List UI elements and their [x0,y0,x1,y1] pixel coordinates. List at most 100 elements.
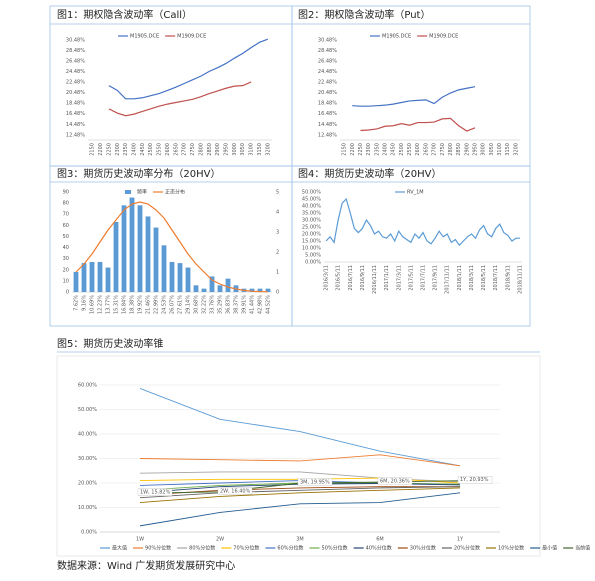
bar [121,205,127,292]
x-tick-label: 2016/11/11 [372,265,378,294]
bar [185,267,191,292]
x-tick-label: 2950 [224,143,230,156]
y2-tick-label: 0 [276,290,279,296]
x-tick-label: 21.46% [146,295,152,314]
x-tick-label: 30.68% [194,295,200,314]
series-line [108,81,252,117]
x-tick-label: 2450 [391,143,397,156]
legend-label: 50%分位数 [322,545,348,552]
legend-label: 正态分布 [165,189,185,196]
x-tick-label: 2016/7/11 [348,265,354,291]
chart-frame [56,355,541,557]
series-line [139,388,461,467]
bar [257,288,263,292]
x-tick-label: 3000 [232,143,238,156]
y-tick-label: 20.00% [302,232,321,238]
x-tick-label: 12.23% [98,295,104,314]
bar [201,288,207,292]
y-tick-label: 24.48% [66,69,85,75]
data-label: 3M, 19.95% [300,480,330,486]
x-tick-label: 3150 [505,143,511,156]
x-tick-label: 2800 [448,143,454,156]
y-tick-label: 40 [63,245,69,251]
bar [113,222,119,292]
data-label-box [457,476,493,484]
y-tick-label: 22.48% [318,80,337,86]
series-line [325,197,520,247]
x-tick-label: 41.44% [250,295,256,314]
x-tick-label: 7.62% [74,295,80,311]
y-tick-label: 5.00% [305,253,321,259]
x-tick-label: 38.37% [234,295,240,314]
x-tick-label: 44.52% [266,295,272,314]
bar [225,278,231,292]
y-tick-label: 12.48% [66,132,85,138]
y-tick-label: 0 [66,290,69,296]
y-tick-label: 50.00% [302,190,321,196]
legend-label: 20%分位数 [454,545,480,552]
y-tick-label: 70 [63,212,69,218]
legend-label: 80%分位数 [189,545,215,552]
x-tick-label: 13.77% [106,295,112,314]
y-tick-label: 50 [63,234,69,240]
x-tick-label: 2150 [90,143,96,156]
series-line [75,201,269,293]
legend-label: RV_1M [407,190,424,196]
legend-label: 最大值 [112,545,127,552]
y-tick-label: 18.48% [318,101,337,107]
y2-tick-label: 2 [276,250,279,256]
y-tick-label: 0.00% [305,260,321,266]
x-tick-label: 2018/1/11 [457,265,463,291]
bar [89,262,95,292]
x-tick-label: 2950 [473,143,479,156]
legend-label: 频率 [137,189,147,196]
bar [209,276,215,292]
x-tick-label: 2600 [165,143,171,156]
x-tick-label: 2450 [140,143,146,156]
y-tick-label: 15.00% [302,239,321,245]
x-tick-label: 2400 [132,143,138,156]
y-tick-label: 12.48% [318,132,337,138]
x-tick-label: 3100 [249,143,255,156]
x-tick-label: 2350 [123,143,129,156]
x-tick-label: 35.29% [218,295,224,314]
legend-swatch [125,190,131,194]
bar [137,205,143,292]
y-tick-label: 16.48% [318,111,337,117]
y-tick-label: 28.48% [318,48,337,54]
x-tick-label: 2018/3/11 [469,265,475,291]
x-tick-label: 1W [136,537,144,543]
x-tick-label: 42.98% [258,295,264,314]
data-label: 1Y, 20.93% [460,477,489,483]
y-tick-label: 18.48% [66,101,85,107]
data-label: 2W, 16.40% [220,488,251,494]
y-tick-label: 50.00% [78,407,97,413]
bar [193,285,199,292]
x-tick-label: 26.07% [170,295,176,314]
x-tick-label: 2800 [198,143,204,156]
legend-label: 最小值 [542,545,557,552]
legend-label: 40%分位数 [366,545,392,552]
x-tick-label: 2017/3/11 [396,265,402,291]
bar [153,227,159,292]
x-tick-label: 9.16% [82,295,88,311]
x-tick-label: 2018/11/11 [517,265,523,294]
y-tick-label: 20.48% [66,90,85,96]
x-tick-label: 10.69% [90,295,96,314]
x-tick-label: 2900 [464,143,470,156]
x-tick-label: 2350 [374,143,380,156]
x-tick-label: 2700 [182,143,188,156]
y-tick-label: 40.00% [78,432,97,438]
x-tick-label: 2650 [173,143,179,156]
panel-frames [49,5,540,353]
y-tick-label: 40.00% [302,204,321,210]
x-tick-label: 2018/5/11 [481,265,487,291]
x-tick-label: 39.91% [242,295,248,314]
y2-tick-label: 1 [276,270,279,276]
x-tick-label: 2016/5/11 [336,265,342,291]
x-tick-label: 2550 [407,143,413,156]
bar [81,263,87,292]
bar [73,272,79,292]
y-tick-label: 45.00% [302,197,321,203]
